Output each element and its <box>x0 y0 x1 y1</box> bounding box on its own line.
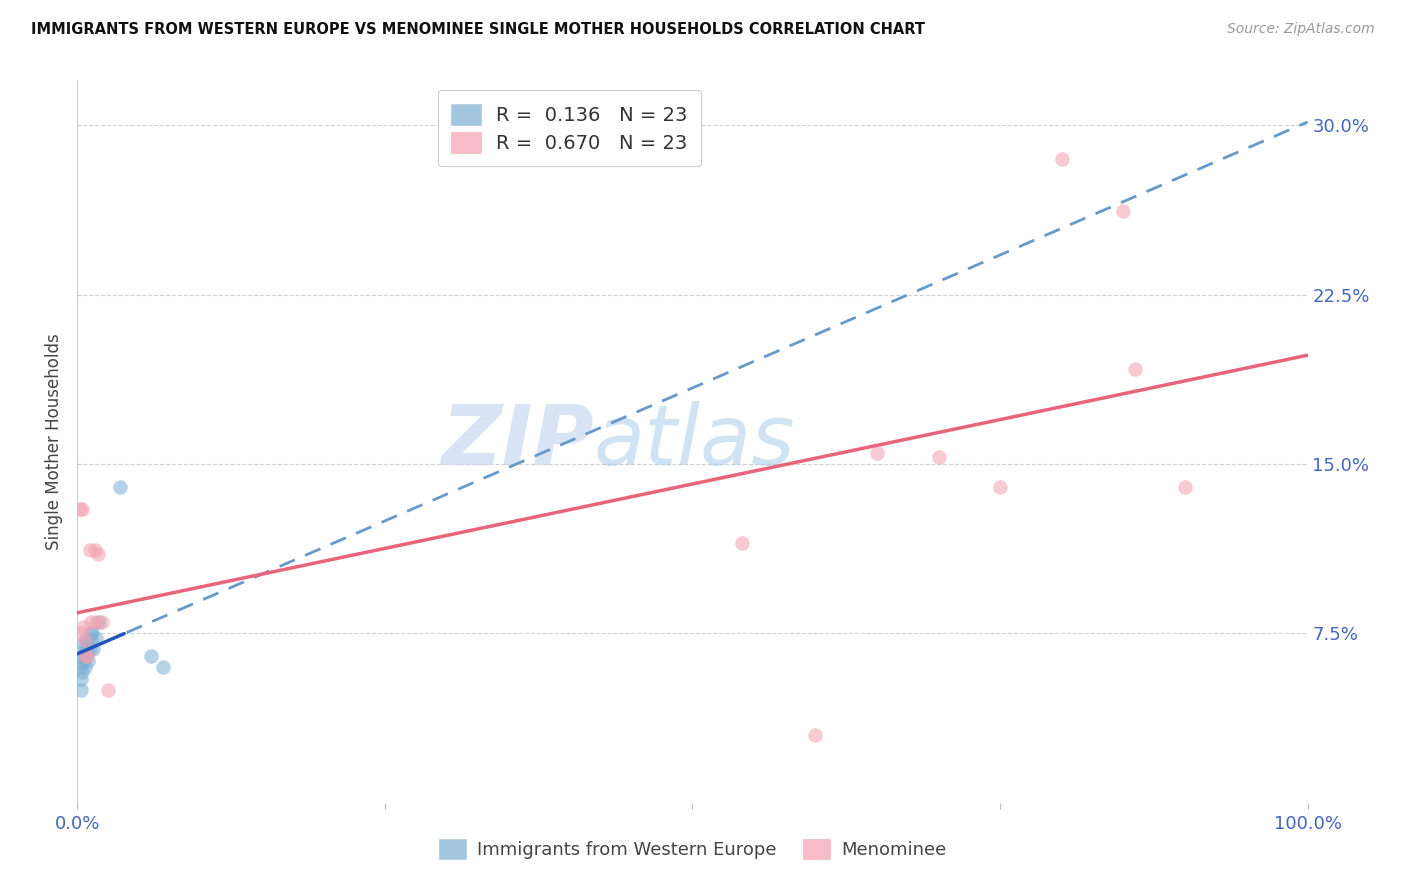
Point <box>866 446 889 460</box>
Point <box>72 620 94 634</box>
Point <box>79 626 101 640</box>
Point <box>1112 204 1135 219</box>
Point <box>804 728 827 742</box>
Point <box>82 626 104 640</box>
Text: atlas: atlas <box>595 401 796 482</box>
Point <box>69 502 91 516</box>
Point <box>73 642 96 657</box>
Point <box>70 648 93 663</box>
Point <box>80 633 103 648</box>
Point <box>70 672 93 686</box>
Point <box>83 542 105 557</box>
Point <box>152 660 174 674</box>
Legend: Immigrants from Western Europe, Menominee: Immigrants from Western Europe, Menomine… <box>432 831 953 866</box>
Point <box>84 631 107 645</box>
Point <box>72 654 94 668</box>
Point <box>80 615 103 630</box>
Text: IMMIGRANTS FROM WESTERN EUROPE VS MENOMINEE SINGLE MOTHER HOUSEHOLDS CORRELATION: IMMIGRANTS FROM WESTERN EUROPE VS MENOMI… <box>31 22 925 37</box>
Point <box>70 502 93 516</box>
Point <box>70 665 93 679</box>
Text: ZIP: ZIP <box>441 401 595 482</box>
Point <box>79 642 101 657</box>
Point <box>97 682 120 697</box>
Point <box>73 633 96 648</box>
Point <box>76 642 98 657</box>
Point <box>988 480 1011 494</box>
Point <box>141 648 163 663</box>
Point <box>75 648 97 663</box>
Point <box>90 615 114 630</box>
Point <box>77 654 100 668</box>
Point <box>87 548 110 562</box>
Point <box>75 648 97 663</box>
Text: Source: ZipAtlas.com: Source: ZipAtlas.com <box>1227 22 1375 37</box>
Point <box>73 660 96 674</box>
Point <box>69 660 91 674</box>
Point <box>84 615 107 630</box>
Point <box>70 626 93 640</box>
Point <box>731 536 754 550</box>
Point <box>1174 480 1197 494</box>
Point <box>75 633 97 648</box>
Point <box>89 615 111 630</box>
Point <box>72 638 94 652</box>
Point <box>76 648 98 663</box>
Point <box>1125 362 1147 376</box>
Point <box>70 682 93 697</box>
Point <box>79 542 101 557</box>
Point <box>110 480 132 494</box>
Point <box>1050 153 1073 167</box>
Point <box>928 450 950 465</box>
Y-axis label: Single Mother Households: Single Mother Households <box>45 334 63 549</box>
Point <box>82 642 104 657</box>
